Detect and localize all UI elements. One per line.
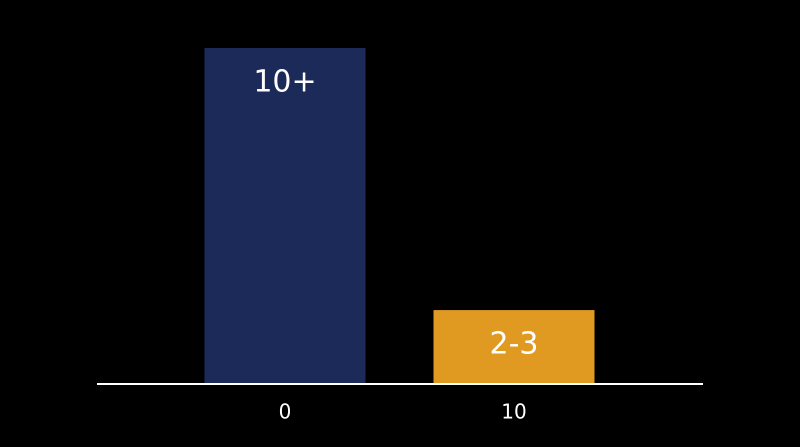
value-label: 10+ xyxy=(253,65,316,100)
bar xyxy=(204,48,366,384)
value-label: 2-3 xyxy=(490,327,539,362)
x-tick-label: 0 xyxy=(279,400,292,424)
bar xyxy=(433,310,595,384)
x-tick-label: 10 xyxy=(501,400,526,424)
